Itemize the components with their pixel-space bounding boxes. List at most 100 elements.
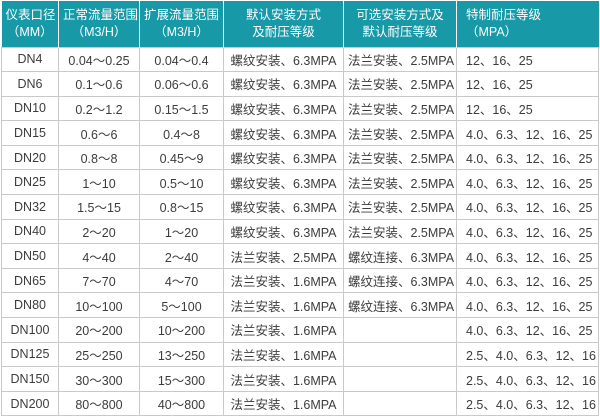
table-row: DN100 20～200 10～200 法兰安装、1.6MPA 4.0、6.3、12、1… [1, 317, 599, 343]
cell-meter-diameter: DN10 [1, 95, 59, 122]
cell-normal-flow-range: 7～70 [58, 267, 140, 294]
cell-extended-flow-range: 0.15～1.5 [139, 95, 224, 122]
table-row: DN125 25～250 13～250 法兰安装、1.6MPA 2.5、4.0、6.3、… [1, 341, 599, 368]
column-header-default-installation: 默认安装方式 及耐压等级 [223, 1, 344, 47]
cell-meter-diameter: DN15 [1, 120, 59, 146]
cell-default-installation: 螺纹安装、6.3MPA [223, 194, 344, 220]
cell-special-pressure: 4.0、6.3、12、16、25 [456, 194, 599, 220]
cell-default-installation: 螺纹安装、6.3MPA [223, 46, 344, 73]
table-row: DN40 2～20 1～20 螺纹安装、6.3MPA 法兰安装、2.5MPA 4.0、6.… [1, 218, 599, 245]
header-line-1: 正常流量范围 [63, 7, 139, 22]
cell-normal-flow-range: 0.1～0.6 [58, 71, 140, 97]
cell-meter-diameter: DN125 [1, 341, 59, 368]
cell-meter-diameter: DN50 [1, 243, 59, 269]
table-row: DN80 10～100 5～100 法兰安装、1.6MPA 螺纹连接、6.3MPA 4.0… [1, 292, 599, 319]
cell-optional-installation: 法兰安装、2.5MPA [343, 46, 457, 73]
cell-extended-flow-range: 0.5～10 [139, 169, 224, 196]
header-line-2: 默认耐压等级 [362, 24, 438, 39]
table-header: 仪表口径 （MM） 正常流量范围 （M3/H） 扩展流量范围 （M3/H） 默认… [1, 1, 599, 47]
cell-optional-installation: 法兰安装、2.5MPA [343, 169, 457, 196]
cell-meter-diameter: DN6 [1, 71, 59, 97]
table-row: DN25 1～10 0.5～10 螺纹安装、6.3MPA 法兰安装、2.5MPA 4.0、… [1, 169, 599, 196]
cell-extended-flow-range: 10～200 [139, 317, 224, 343]
cell-normal-flow-range: 25～250 [58, 341, 140, 368]
cell-default-installation: 法兰安装、1.6MPA [223, 390, 344, 417]
cell-extended-flow-range: 0.04～0.4 [139, 46, 224, 73]
cell-default-installation: 螺纹安装、6.3MPA [223, 95, 344, 122]
table-row: DN150 30～300 15～300 法兰安装、1.6MPA 2.5、4.0、6.3、… [1, 366, 599, 392]
cell-optional-installation: 法兰安装、2.5MPA [343, 218, 457, 245]
cell-normal-flow-range: 4～40 [58, 243, 140, 269]
cell-default-installation: 螺纹安装、6.3MPA [223, 120, 344, 146]
cell-optional-installation [343, 390, 457, 417]
cell-optional-installation: 螺纹连接、6.3MPA [343, 292, 457, 319]
cell-default-installation: 法兰安装、1.6MPA [223, 317, 344, 343]
cell-default-installation: 法兰安装、1.6MPA [223, 341, 344, 368]
header-line-1: 扩展流量范围 [144, 7, 220, 22]
cell-meter-diameter: DN4 [1, 46, 59, 73]
cell-meter-diameter: DN100 [1, 317, 59, 343]
cell-normal-flow-range: 1～10 [58, 169, 140, 196]
cell-meter-diameter: DN150 [1, 366, 59, 392]
cell-special-pressure: 4.0、6.3、12、16、25 [456, 169, 599, 196]
cell-special-pressure: 12、16、25 [456, 95, 599, 122]
header-line-1: 可选安装方式及 [356, 7, 444, 22]
header-line-1: 仪表口径 [5, 7, 56, 22]
cell-optional-installation: 法兰安装、2.5MPA [343, 144, 457, 171]
cell-optional-installation: 法兰安装、2.5MPA [343, 71, 457, 97]
cell-optional-installation: 螺纹连接、6.3MPA [343, 243, 457, 269]
cell-special-pressure: 4.0、6.3、12、16、25 [456, 243, 599, 269]
cell-optional-installation: 法兰安装、2.5MPA [343, 194, 457, 220]
cell-default-installation: 法兰安装、1.6MPA [223, 292, 344, 319]
table-row: DN15 0.6～6 0.4～8 螺纹安装、6.3MPA 法兰安装、2.5MPA 4.0、… [1, 120, 599, 146]
cell-extended-flow-range: 13～250 [139, 341, 224, 368]
cell-optional-installation: 螺纹连接、6.3MPA [343, 267, 457, 294]
table-body: DN4 0.04～0.25 0.04～0.4 螺纹安装、6.3MPA 法兰安装、2.5M… [1, 46, 599, 417]
cell-optional-installation: 法兰安装、2.5MPA [343, 95, 457, 122]
cell-default-installation: 螺纹安装、6.3MPA [223, 71, 344, 97]
cell-extended-flow-range: 0.4～8 [139, 120, 224, 146]
cell-meter-diameter: DN40 [1, 218, 59, 245]
cell-extended-flow-range: 1～20 [139, 218, 224, 245]
column-header-optional-installation: 可选安装方式及 默认耐压等级 [343, 1, 457, 47]
cell-extended-flow-range: 4～70 [139, 267, 224, 294]
cell-meter-diameter: DN65 [1, 267, 59, 294]
table-row: DN50 4～40 2～40 法兰安装、2.5MPA 螺纹连接、6.3MPA 4.0、6.… [1, 243, 599, 269]
table-row: DN20 0.8～8 0.45～9 螺纹安装、6.3MPA 法兰安装、2.5MPA 4.0… [1, 144, 599, 171]
cell-special-pressure: 2.5、4.0、6.3、12、16 [456, 341, 599, 368]
table-row: DN10 0.2～1.2 0.15～1.5 螺纹安装、6.3MPA 法兰安装、2.5MP… [1, 95, 599, 122]
column-header-extended-flow-range: 扩展流量范围 （M3/H） [139, 1, 224, 47]
cell-extended-flow-range: 0.06～0.6 [139, 71, 224, 97]
header-line-1: 默认安装方式 [245, 7, 321, 22]
cell-extended-flow-range: 5～100 [139, 292, 224, 319]
cell-extended-flow-range: 40～800 [139, 390, 224, 417]
cell-special-pressure: 4.0、6.3、12、16、25 [456, 317, 599, 343]
cell-extended-flow-range: 0.45～9 [139, 144, 224, 171]
cell-optional-installation: 法兰安装、2.5MPA [343, 120, 457, 146]
cell-normal-flow-range: 30～300 [58, 366, 140, 392]
cell-special-pressure: 4.0、6.3、12、16、25 [456, 292, 599, 319]
header-line-2: （M3/H） [71, 24, 127, 39]
cell-meter-diameter: DN200 [1, 390, 59, 417]
cell-normal-flow-range: 0.2～1.2 [58, 95, 140, 122]
cell-special-pressure: 4.0、6.3、12、16、25 [456, 144, 599, 171]
header-line-2: （M3/H） [154, 24, 209, 39]
cell-extended-flow-range: 2～40 [139, 243, 224, 269]
cell-normal-flow-range: 80～800 [58, 390, 140, 417]
cell-special-pressure: 4.0、6.3、12、16、25 [456, 267, 599, 294]
table-row: DN6 0.1～0.6 0.06～0.6 螺纹安装、6.3MPA 法兰安装、2.5MPA… [1, 71, 599, 97]
cell-optional-installation [343, 341, 457, 368]
table-row: DN4 0.04～0.25 0.04～0.4 螺纹安装、6.3MPA 法兰安装、2.5M… [1, 46, 599, 73]
cell-normal-flow-range: 0.04～0.25 [58, 46, 140, 73]
cell-meter-diameter: DN32 [1, 194, 59, 220]
cell-special-pressure: 12、16、25 [456, 46, 599, 73]
cell-meter-diameter: DN20 [1, 144, 59, 171]
cell-default-installation: 螺纹安装、6.3MPA [223, 169, 344, 196]
table-row: DN32 1.5～15 0.8～15 螺纹安装、6.3MPA 法兰安装、2.5MPA 4.… [1, 194, 599, 220]
cell-default-installation: 螺纹安装、6.3MPA [223, 144, 344, 171]
cell-normal-flow-range: 2～20 [58, 218, 140, 245]
header-line-2: （MPA） [466, 24, 518, 39]
cell-extended-flow-range: 0.8～15 [139, 194, 224, 220]
cell-default-installation: 螺纹安装、6.3MPA [223, 218, 344, 245]
cell-normal-flow-range: 10～100 [58, 292, 140, 319]
